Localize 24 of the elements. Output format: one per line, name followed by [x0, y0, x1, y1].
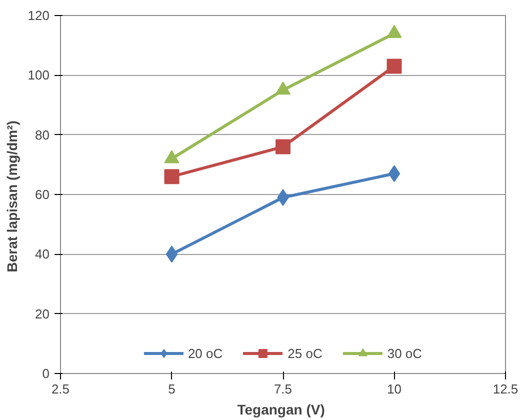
x-tick-label: 5 [168, 382, 176, 396]
y-tick-label: 20 [35, 306, 50, 322]
y-tick-label: 60 [35, 187, 50, 202]
point [388, 165, 400, 182]
x-tick-label: 7.5 [274, 382, 292, 396]
point [276, 82, 290, 95]
x-tick-label: 10 [387, 382, 402, 396]
y-tick-label: 0 [42, 366, 50, 381]
y-tick-label: 100 [28, 68, 50, 83]
point [164, 169, 180, 184]
x-axis-title: Tegangan (V) [237, 402, 325, 418]
point [164, 150, 180, 164]
y-axis-title: Berat lapisan (mg/dm²) [4, 120, 20, 272]
point [386, 24, 402, 38]
point [166, 246, 178, 263]
point [276, 139, 290, 154]
y-tick-label: 120 [28, 8, 50, 23]
x-tick-label: 2.5 [51, 382, 70, 396]
legend-label: 30 oC [387, 346, 422, 360]
x-tick-label: 12.5 [492, 382, 518, 396]
legend-label: 20 oC [188, 346, 223, 360]
y-tick-label: 40 [35, 246, 50, 262]
legend-label: 25 oC [288, 346, 322, 360]
y-tick-label: 80 [35, 127, 50, 142]
